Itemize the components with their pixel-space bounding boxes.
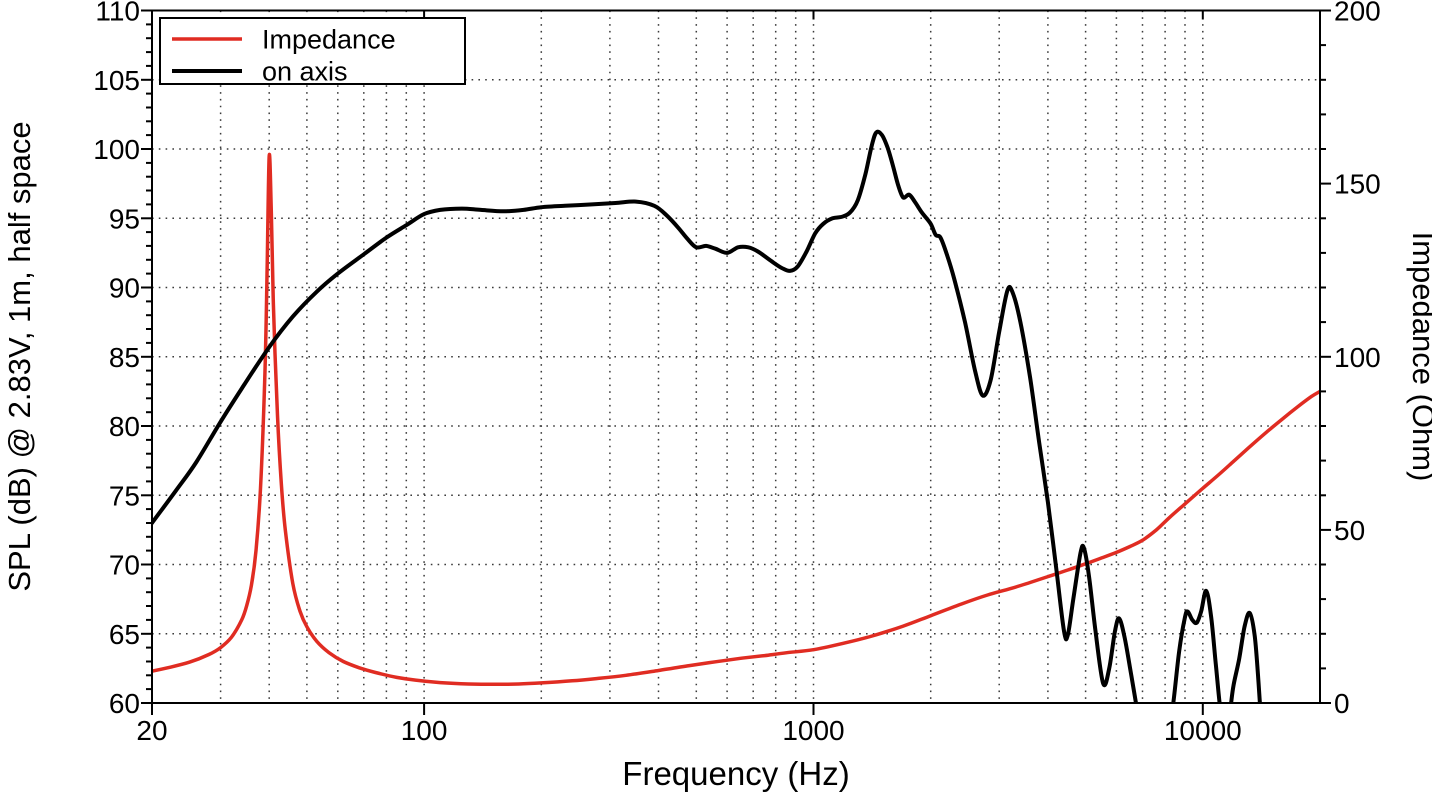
y-right-tick-label: 50 [1334,515,1365,546]
y-right-tick-label: 100 [1334,342,1381,373]
y-left-tick-label: 75 [109,480,140,511]
y-left-tick-label: 80 [109,411,140,442]
y-left-tick-label: 90 [109,273,140,304]
right-axis-title: Impedance (Ohm) [1406,232,1432,482]
impedance-curve [152,152,1320,687]
y-left-tick-label: 65 [109,619,140,650]
y-right-tick-label: 200 [1334,0,1381,27]
y-right-tick-label: 150 [1334,169,1381,200]
legend-impedance-label: Impedance [262,25,396,55]
x-tick-label: 100 [401,715,448,746]
y-left-tick-label: 95 [109,203,140,234]
x-tick-label: 20 [136,715,167,746]
y-left-tick-label: 105 [93,65,140,96]
x-tick-label: 10000 [1164,715,1242,746]
y-left-tick-label: 60 [109,688,140,719]
curve-area [152,129,1320,703]
y-right-tick-label: 0 [1334,688,1350,719]
grid-lines [152,10,1320,703]
x-axis-title: Frequency (Hz) [622,755,849,792]
y-left-tick-label: 85 [109,342,140,373]
legend-on-axis-label: on axis [262,57,348,87]
x-tick-label: 1000 [782,715,844,746]
y-left-tick-label: 70 [109,550,140,581]
y-left-tick-label: 110 [95,0,140,27]
legend: Impedance on axis [159,17,466,87]
axis-tick-labels: 60 65 70 75 80 85 90 95 100 105 110 0 50 100 150 200 20 1… [93,0,1380,746]
on-axis-curve [152,129,1262,703]
y-left-tick-label: 100 [93,134,140,165]
left-axis-title: SPL (dB) @ 2.83V, 1m, half space [2,121,37,591]
legend-box [159,17,466,85]
axis-ticks [141,9,1331,715]
